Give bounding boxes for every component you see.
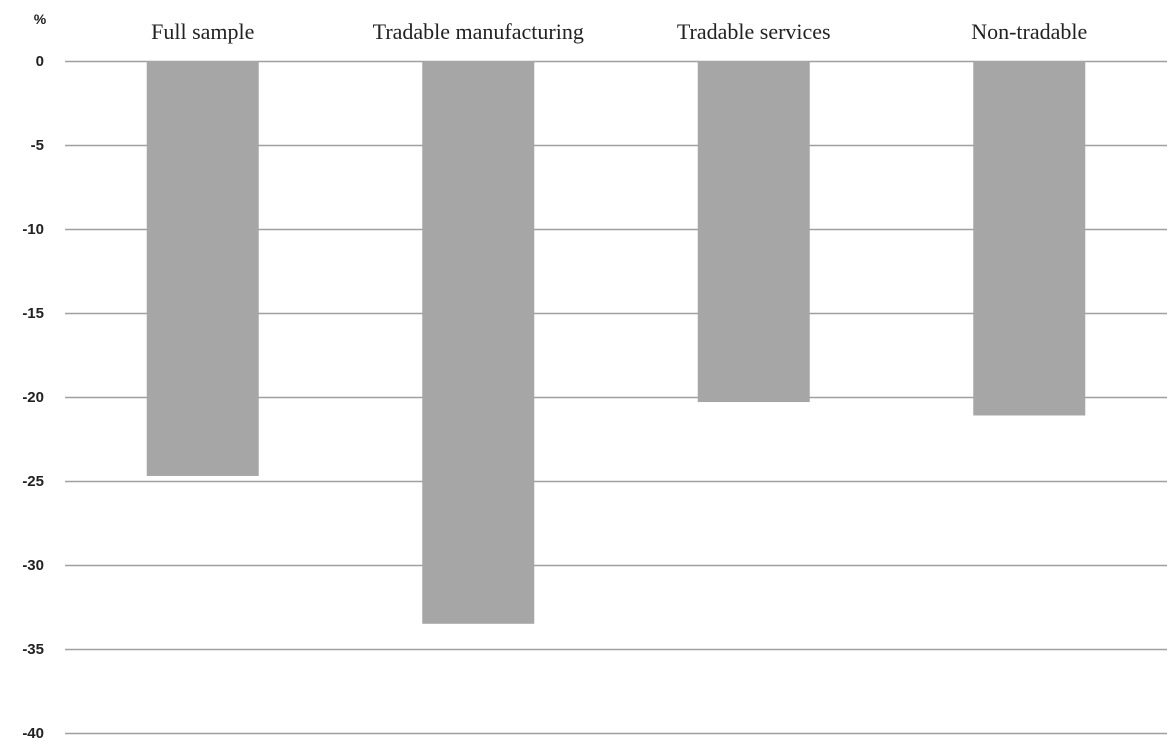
category-label: Non-tradable	[971, 19, 1087, 44]
bar	[697, 61, 810, 403]
y-tick-label: -5	[31, 137, 44, 154]
bar	[973, 61, 1086, 416]
y-tick-label: -35	[22, 641, 44, 658]
category-label: Tradable services	[677, 19, 831, 44]
y-tick-label: -20	[22, 389, 44, 406]
bar	[146, 61, 259, 476]
y-tick-label: -10	[22, 221, 44, 238]
bar	[422, 61, 535, 624]
category-label: Full sample	[151, 19, 254, 44]
y-axis-unit-label: %	[34, 11, 47, 27]
bars	[146, 61, 1086, 624]
category-labels: Full sample Tradable manufacturing Tradabl…	[151, 19, 1087, 44]
y-tick-label: -40	[22, 725, 44, 742]
y-tick-label: -25	[22, 473, 44, 490]
y-axis-tick-labels: 0 -5 -10 -15 -20 -25 -30 -35 -40	[22, 53, 44, 742]
y-tick-label: 0	[36, 53, 44, 70]
y-tick-label: -15	[22, 305, 44, 322]
y-tick-label: -30	[22, 557, 44, 574]
category-label: Tradable manufacturing	[373, 19, 584, 44]
